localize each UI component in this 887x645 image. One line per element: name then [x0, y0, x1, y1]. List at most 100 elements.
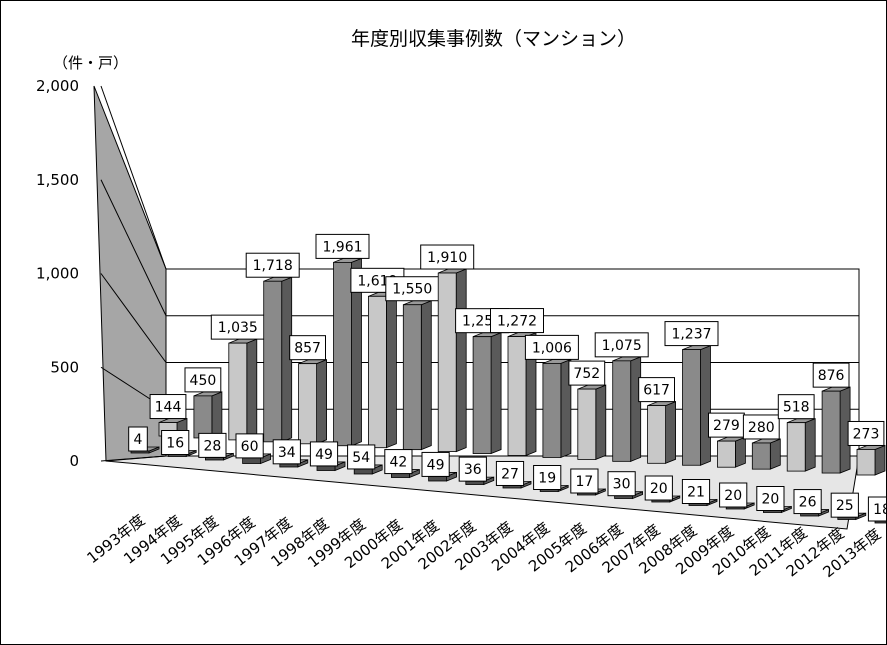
data-label-series1-text: 18	[873, 502, 886, 518]
bar-series2	[333, 257, 362, 447]
bar-series2-front	[193, 395, 213, 439]
data-label-series1: 25	[830, 492, 859, 518]
data-label-series2-box	[812, 362, 850, 388]
bar-series2-front	[333, 261, 352, 447]
data-label-series1-text: 54	[352, 450, 370, 466]
bar-series2-front	[437, 272, 457, 453]
data-label-series2-box	[664, 321, 719, 347]
data-label-series1-text: 49	[427, 457, 445, 473]
data-label-series2-box	[594, 332, 649, 358]
bar-series2-front	[682, 349, 701, 466]
data-label-series2-text: 1,075	[602, 338, 642, 354]
data-label-series2-text: 1,910	[427, 250, 467, 266]
data-label-series2: 1,006	[524, 334, 579, 360]
bar-series2-front	[751, 442, 771, 470]
data-label-series1-text: 4	[134, 432, 143, 448]
y-tick-label: 500	[50, 358, 79, 376]
data-label-series1-text: 20	[761, 492, 779, 508]
data-label-series1-box	[607, 471, 636, 497]
data-label-series2: 617	[638, 377, 676, 403]
data-label-series2: 1,910	[420, 244, 475, 270]
gridline-side	[100, 455, 167, 462]
data-label-series1-box	[309, 441, 339, 467]
data-label-series1-text: 20	[724, 488, 742, 504]
data-label-series1: 60	[235, 433, 264, 459]
data-label-series2-box	[568, 360, 606, 386]
bar-series2	[228, 338, 258, 441]
data-label-series1-text: 27	[501, 466, 519, 482]
data-label-series2: 1,237	[664, 321, 719, 347]
bar-series2	[682, 344, 711, 466]
data-label-series1-box	[235, 433, 264, 459]
data-label-series2-box	[638, 377, 676, 403]
data-label-series2: 273	[847, 420, 885, 446]
data-label-series1-text: 19	[538, 471, 556, 487]
bar-series2-side	[804, 418, 816, 472]
data-label-series1-box	[198, 432, 227, 458]
bar-series2	[298, 359, 328, 445]
data-label-series1: 19	[533, 465, 562, 490]
data-label-series1-text: 28	[203, 438, 221, 454]
bar-series2-front	[367, 295, 387, 449]
data-label-series1: 30	[607, 471, 636, 497]
data-label-series2: 876	[812, 362, 850, 388]
data-label-series1-box	[347, 444, 376, 470]
data-label-series1-box	[161, 430, 190, 455]
data-label-series1: 28	[198, 432, 227, 458]
data-label-series2-box	[847, 420, 885, 446]
bar-series2-side	[735, 436, 746, 468]
bar-series1-front	[353, 468, 373, 475]
data-label-series2-box	[420, 244, 475, 270]
data-label-series2: 1,035	[210, 314, 265, 340]
data-label-series2-box	[210, 314, 265, 340]
bars: 1444501,0351,7188571,9611,6191,5501,9101…	[128, 233, 886, 524]
data-label-series2-text: 1,035	[218, 320, 258, 336]
data-label-series2: 518	[777, 394, 815, 420]
data-label-series2-box	[524, 334, 579, 360]
data-label-series2-text: 617	[643, 383, 670, 399]
data-label-series1: 4	[128, 426, 148, 452]
data-label-series2: 1,272	[490, 308, 544, 334]
data-label-series2: 857	[289, 335, 327, 361]
y-tick-label: 1,000	[36, 265, 79, 283]
bar-series2	[856, 444, 886, 476]
bar-series2	[402, 300, 432, 451]
data-label-series2-text: 752	[573, 366, 600, 382]
data-label-series1-box	[128, 426, 148, 452]
data-label-series1-text: 20	[650, 481, 668, 497]
bar-series2-side	[490, 332, 502, 455]
bar-series2	[647, 401, 676, 464]
data-label-series2-text: 1,550	[392, 282, 432, 298]
data-label-series1-box	[384, 449, 413, 475]
bar-series2-side	[385, 291, 397, 449]
data-label-series1: 18	[867, 496, 886, 522]
data-label-series2-box	[490, 308, 544, 334]
data-label-series2-box	[385, 276, 440, 302]
data-label-series2-box	[184, 367, 222, 393]
data-label-series1: 17	[570, 468, 599, 494]
y-tick-label: 0	[69, 452, 79, 470]
data-label-series1-box	[793, 489, 822, 515]
data-label-series1-text: 17	[575, 474, 593, 490]
bar-series2-front	[577, 388, 597, 460]
data-label-series2-text: 876	[818, 368, 845, 384]
data-label-series1: 16	[161, 430, 190, 455]
bar-series2-side	[595, 384, 607, 460]
bar-series2-side	[455, 268, 467, 453]
data-label-series2-text: 1,718	[253, 258, 293, 274]
bar-series2-front	[856, 449, 876, 476]
data-label-series1-box	[570, 468, 599, 494]
data-label-series1-text: 21	[687, 485, 705, 501]
data-label-series2-text: 273	[853, 426, 880, 442]
data-label-series1-text: 16	[166, 436, 184, 452]
data-label-series1-text: 36	[464, 462, 482, 478]
data-label-series2-text: 144	[155, 400, 182, 416]
bar-series2	[717, 436, 746, 468]
gridline-side	[100, 273, 167, 363]
data-label-series2: 279	[708, 412, 745, 438]
bar-series2-front	[717, 440, 736, 468]
bar-series1-front	[428, 476, 448, 482]
data-label-series2-text: 1,006	[532, 340, 572, 356]
data-label-series2-box	[742, 414, 780, 440]
bar-series1-front	[316, 465, 336, 471]
